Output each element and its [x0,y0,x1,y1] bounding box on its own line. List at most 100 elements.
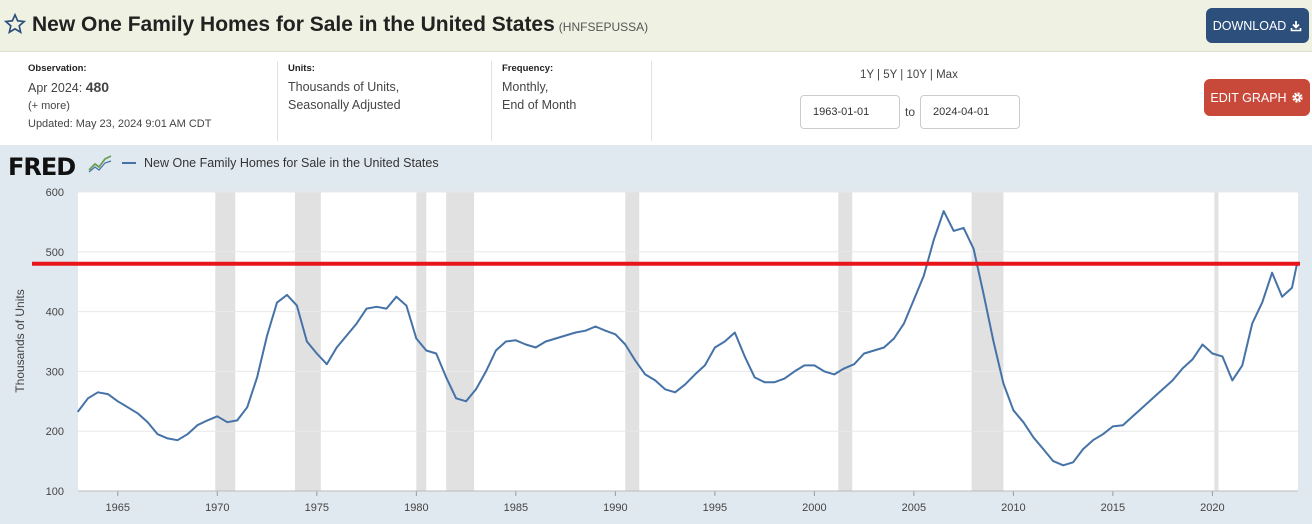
data-point [654,379,656,382]
star-icon[interactable] [4,13,26,35]
y-axis-label: Thousands of Units [13,289,27,392]
data-point [1261,301,1263,304]
edit-graph-button[interactable]: EDIT GRAPH [1204,79,1310,116]
legend-swatch [122,162,136,164]
data-point [455,397,457,400]
data-point [365,307,368,310]
data-point [1142,406,1144,409]
x-tick-label: 2000 [802,502,826,514]
x-tick-label: 2005 [902,502,926,514]
end-date-input[interactable]: 2024-04-01 [920,95,1020,129]
data-point [475,388,477,391]
data-point [833,373,836,376]
recession-band [215,192,236,491]
data-point [335,346,338,349]
divider [491,61,492,141]
start-date-input[interactable]: 1963-01-01 [800,95,900,129]
data-point [783,377,786,380]
data-point [246,406,248,409]
x-tick-label: 1965 [106,502,130,514]
observation-value: 480 [85,79,110,95]
data-point [166,437,169,440]
data-point [87,397,89,400]
data-point [863,352,865,355]
data-point [534,346,537,349]
data-point [1092,439,1094,442]
range-links[interactable]: 1Y | 5Y | 10Y | Max [860,69,958,81]
data-point [1181,367,1184,370]
download-icon [1291,20,1302,31]
observation-label: Observation: [28,63,87,74]
data-point [1122,424,1124,427]
data-point [1251,322,1253,325]
data-point [823,370,826,373]
data-point [684,383,686,386]
data-point [942,210,945,212]
data-point [525,343,527,346]
data-point [385,307,388,310]
data-point [1022,421,1025,424]
fred-logo[interactable]: FRED [8,153,76,181]
data-point [1281,295,1283,298]
data-point [923,274,925,277]
x-tick-label: 2015 [1101,502,1125,514]
data-point [127,406,129,409]
data-point [117,400,119,403]
frequency-line-1: Monthly, [502,80,549,94]
divider [651,61,652,141]
data-point [694,373,696,376]
x-tick-label: 1990 [603,502,627,514]
chart-legend: New One Family Homes for Sale in the Uni… [122,156,439,170]
data-point [962,227,965,229]
data-point [1191,358,1194,361]
data-point [316,352,318,355]
data-point [773,381,776,383]
data-point [664,388,666,391]
divider [277,61,278,141]
data-point [714,346,716,349]
y-tick-label: 100 [46,486,64,498]
units-line-1: Thousands of Units, [288,80,400,94]
edit-graph-label: EDIT GRAPH [1210,90,1287,105]
data-point [753,376,756,379]
fred-spark-icon [88,153,112,173]
data-point [903,322,905,325]
gear-icon [1291,92,1303,103]
data-point [97,391,99,394]
data-point [236,419,238,422]
data-point [465,400,467,403]
data-point [893,337,895,340]
units-label: Units: [288,63,315,74]
x-tick-label: 2020 [1200,502,1224,514]
data-point [1231,379,1234,382]
data-point [913,298,915,301]
more-link[interactable]: (+ more) [28,100,70,112]
data-point [763,381,766,383]
data-point [1072,461,1074,464]
y-tick-label: 200 [46,426,64,438]
data-point [704,364,706,367]
x-tick-label: 1975 [305,502,329,514]
data-point [146,421,149,424]
data-point [1032,436,1035,439]
data-point [435,352,438,355]
line-chart: 100 200 300 400 500 600 1965 1970 1975 1980 1985 19… [13,187,1300,514]
data-point [1012,409,1015,412]
units-line-2: Seasonally Adjusted [288,98,401,112]
data-point [644,373,646,376]
data-point [375,306,378,308]
download-button[interactable]: DOWNLOAD [1206,8,1309,43]
data-point [425,349,428,352]
observation-block: Observation: Apr 2024: 480 (+ more) Upda… [28,63,211,133]
recession-band [971,192,1004,491]
data-point [584,329,587,332]
data-point [1042,448,1045,450]
x-tick-label: 2010 [1001,502,1025,514]
data-point [734,331,736,334]
legend-label: New One Family Homes for Sale in the Uni… [144,156,439,170]
data-point [843,367,845,370]
data-point [1271,271,1273,274]
data-point [674,391,676,394]
x-tick-label: 1970 [205,502,229,514]
frequency-line-2: End of Month [502,98,577,112]
